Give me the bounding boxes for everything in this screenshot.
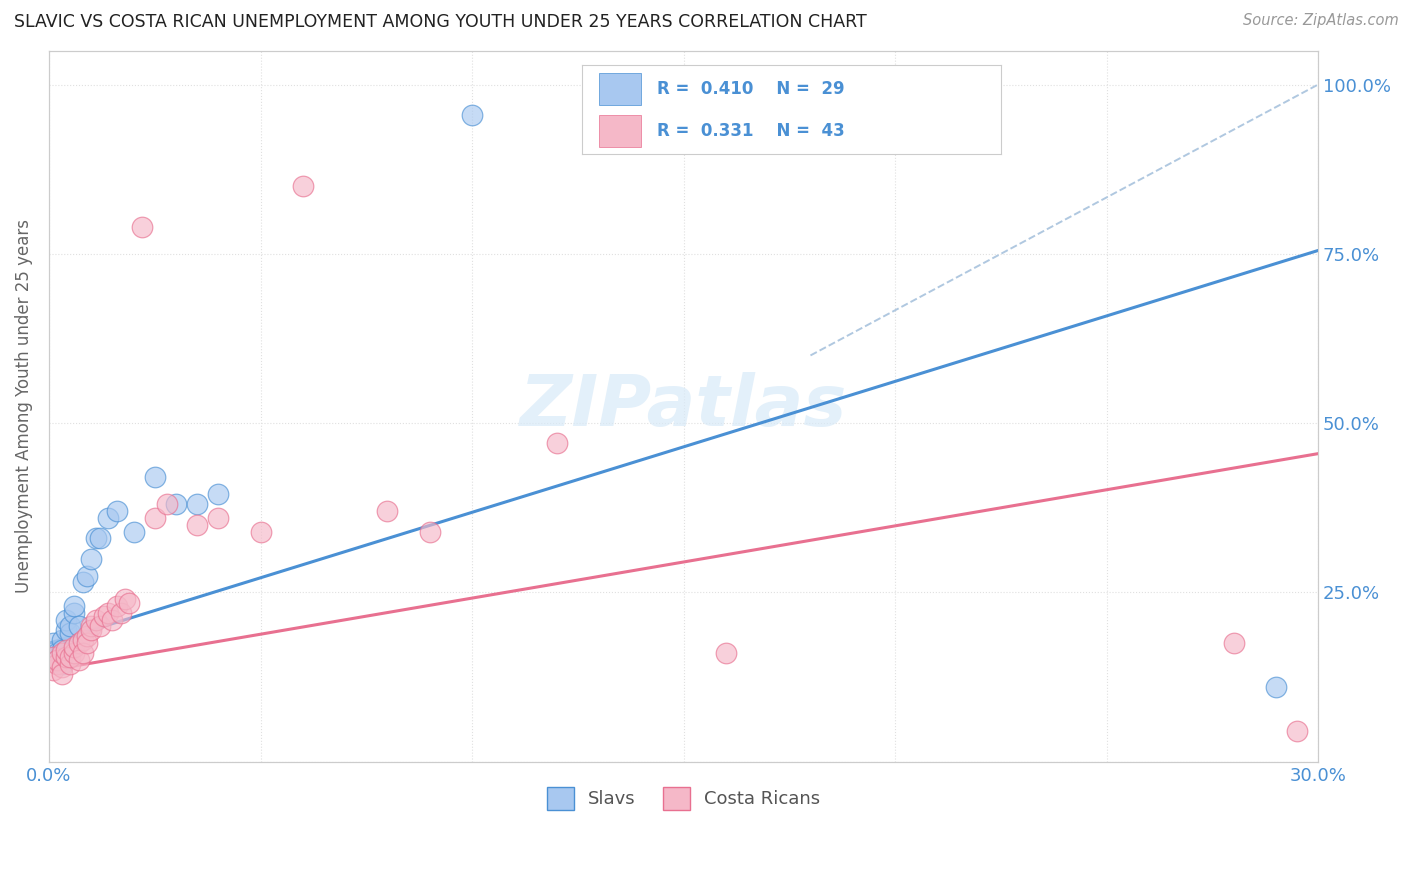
Point [63,640,86,654]
Point [72,575,94,590]
Point [122,524,145,539]
Point [84,531,107,545]
Point [72,647,94,661]
Point [118,596,141,610]
Point [97,606,120,620]
Point [59,649,82,664]
Point [51,666,73,681]
Text: SLAVIC VS COSTA RICAN UNEMPLOYMENT AMONG YOUTH UNDER 25 YEARS CORRELATION CHART: SLAVIC VS COSTA RICAN UNEMPLOYMENT AMONG… [14,13,868,31]
Point [42,649,65,664]
Text: Source: ZipAtlas.com: Source: ZipAtlas.com [1243,13,1399,29]
Point [46,653,69,667]
Point [249,524,271,539]
Point [59,626,82,640]
Point [63,599,86,613]
Point [63,606,86,620]
Point [72,632,94,647]
Point [105,599,128,613]
Y-axis label: Unemployment Among Youth under 25 years: Unemployment Among Youth under 25 years [15,219,32,593]
Point [651,104,673,119]
Point [110,606,132,620]
Point [55,649,77,664]
Point [55,623,77,637]
Point [186,497,208,511]
Point [461,108,484,122]
Point [80,623,103,637]
Point [714,647,737,661]
Point [207,487,229,501]
Point [1285,724,1308,739]
Point [63,647,86,661]
Point [105,504,128,518]
Point [59,619,82,633]
Point [89,619,111,633]
Point [42,636,65,650]
Point [46,647,69,661]
Point [76,636,98,650]
Point [377,504,399,518]
Point [51,632,73,647]
Point [46,653,69,667]
Point [42,664,65,678]
Point [89,531,111,545]
Point [55,613,77,627]
Point [67,653,90,667]
Point [93,609,115,624]
Point [143,511,166,525]
Point [51,647,73,661]
Point [101,613,124,627]
Point [51,643,73,657]
Point [84,613,107,627]
Point [186,517,208,532]
Point [76,568,98,582]
Point [546,436,568,450]
Point [59,657,82,671]
Point [143,470,166,484]
Point [80,551,103,566]
Point [55,643,77,657]
Point [114,592,136,607]
Point [165,497,187,511]
Point [156,497,179,511]
Point [46,657,69,671]
Point [97,511,120,525]
Point [291,179,314,194]
Point [1264,680,1286,694]
Point [67,636,90,650]
Point [67,619,90,633]
Point [42,649,65,664]
Point [131,219,153,234]
Point [419,524,441,539]
Legend: Slavs, Costa Ricans: Slavs, Costa Ricans [540,780,828,817]
Point [51,660,73,674]
Point [80,619,103,633]
Point [207,511,229,525]
Text: ZIPatlas: ZIPatlas [520,372,848,441]
Point [51,657,73,671]
Point [76,630,98,644]
Point [1222,636,1244,650]
